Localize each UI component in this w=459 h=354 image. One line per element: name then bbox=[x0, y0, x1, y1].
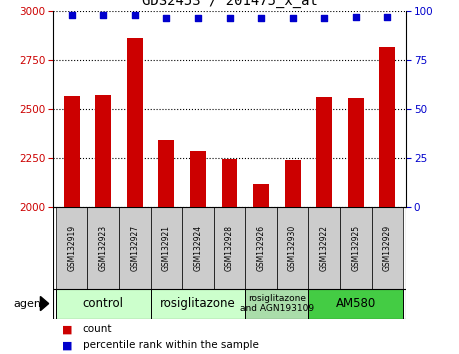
Point bbox=[163, 16, 170, 21]
Bar bbox=[371, 207, 403, 289]
Bar bbox=[214, 207, 245, 289]
Text: percentile rank within the sample: percentile rank within the sample bbox=[83, 340, 258, 350]
Text: ■: ■ bbox=[62, 324, 73, 334]
Point bbox=[320, 16, 328, 21]
Bar bbox=[245, 207, 277, 289]
Text: GSM132922: GSM132922 bbox=[319, 225, 329, 271]
Text: AM580: AM580 bbox=[336, 297, 376, 310]
Bar bbox=[127, 38, 143, 207]
Bar bbox=[151, 207, 182, 289]
Text: GSM132925: GSM132925 bbox=[351, 225, 360, 271]
Bar bbox=[308, 289, 403, 319]
Bar bbox=[95, 95, 111, 207]
Bar bbox=[285, 160, 301, 207]
Text: ■: ■ bbox=[62, 340, 73, 350]
Text: GSM132930: GSM132930 bbox=[288, 225, 297, 271]
Text: control: control bbox=[83, 297, 124, 310]
Bar bbox=[348, 98, 364, 207]
Bar bbox=[380, 47, 395, 207]
Bar bbox=[151, 289, 245, 319]
Point bbox=[257, 16, 265, 21]
Bar bbox=[119, 207, 151, 289]
Text: count: count bbox=[83, 324, 112, 334]
Point bbox=[100, 12, 107, 17]
Point bbox=[384, 14, 391, 19]
Bar bbox=[277, 207, 308, 289]
Point bbox=[194, 16, 202, 21]
Point bbox=[226, 16, 233, 21]
Bar bbox=[253, 184, 269, 207]
Text: GSM132919: GSM132919 bbox=[67, 225, 76, 271]
Bar bbox=[56, 289, 151, 319]
Title: GDS2453 / 201475_x_at: GDS2453 / 201475_x_at bbox=[141, 0, 318, 8]
Text: agent: agent bbox=[13, 298, 46, 309]
Bar bbox=[316, 97, 332, 207]
Bar bbox=[308, 207, 340, 289]
Bar bbox=[245, 289, 308, 319]
Point bbox=[131, 12, 139, 17]
Point bbox=[352, 14, 359, 19]
Bar bbox=[340, 207, 371, 289]
Bar bbox=[158, 140, 174, 207]
Text: GSM132927: GSM132927 bbox=[130, 225, 140, 271]
Text: GSM132921: GSM132921 bbox=[162, 225, 171, 271]
Text: rosiglitazone
and AGN193109: rosiglitazone and AGN193109 bbox=[240, 294, 314, 313]
Text: GSM132928: GSM132928 bbox=[225, 225, 234, 271]
Bar bbox=[64, 96, 79, 207]
Text: GSM132926: GSM132926 bbox=[257, 225, 266, 271]
Bar bbox=[222, 159, 237, 207]
Bar bbox=[56, 207, 88, 289]
Bar bbox=[182, 207, 214, 289]
Point bbox=[289, 16, 297, 21]
Bar bbox=[88, 207, 119, 289]
Text: rosiglitazone: rosiglitazone bbox=[160, 297, 236, 310]
Point bbox=[68, 12, 75, 17]
Text: GSM132929: GSM132929 bbox=[383, 225, 392, 271]
Text: GSM132924: GSM132924 bbox=[193, 225, 202, 271]
Bar bbox=[190, 151, 206, 207]
FancyArrow shape bbox=[40, 297, 49, 311]
Text: GSM132923: GSM132923 bbox=[99, 225, 108, 271]
